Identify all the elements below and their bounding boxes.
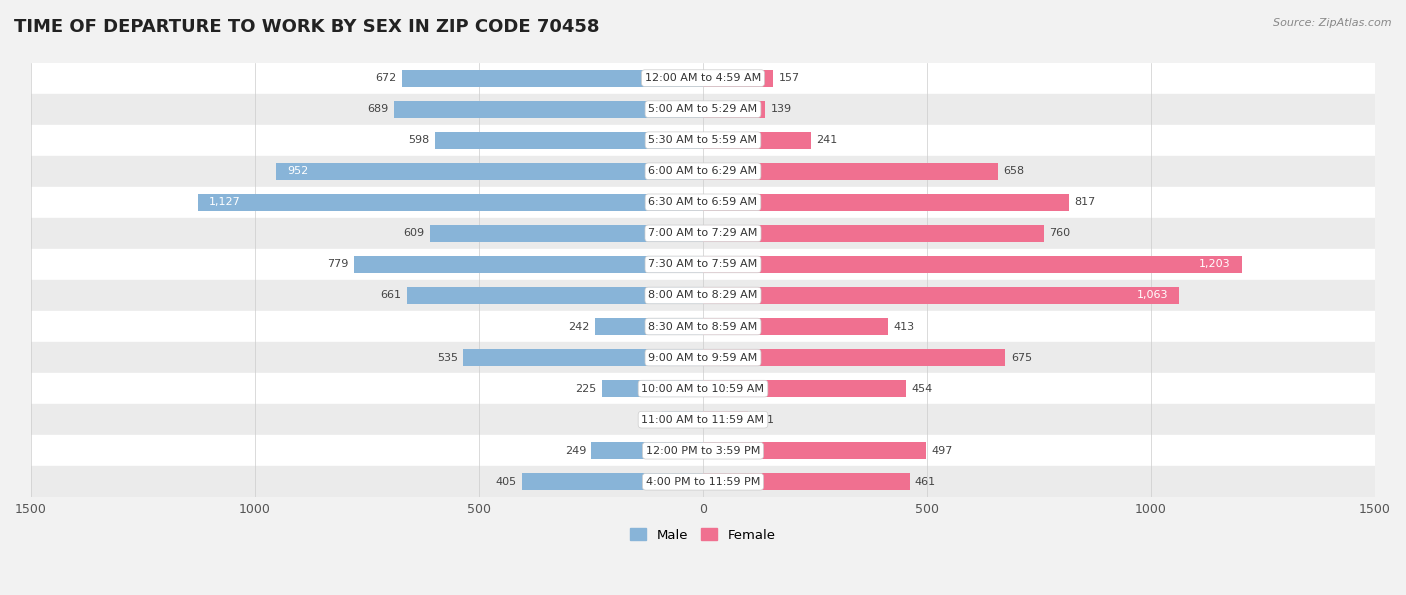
Bar [31,93,1375,125]
Bar [31,466,1375,497]
Text: 5:00 AM to 5:29 AM: 5:00 AM to 5:29 AM [648,104,758,114]
Bar [703,287,1180,304]
Bar [703,473,910,490]
Bar [31,125,1375,156]
Text: 817: 817 [1074,198,1095,207]
Bar [592,442,703,459]
Bar [703,349,1005,366]
Bar [31,187,1375,218]
Text: 11:00 AM to 11:59 AM: 11:00 AM to 11:59 AM [641,415,765,425]
Bar [522,473,703,490]
Text: 1,127: 1,127 [209,198,240,207]
Text: 157: 157 [779,73,800,83]
Text: 9:00 AM to 9:59 AM: 9:00 AM to 9:59 AM [648,353,758,362]
Bar [703,411,748,428]
Bar [430,225,703,242]
Bar [198,194,703,211]
Text: 598: 598 [409,135,430,145]
Text: 952: 952 [288,166,309,176]
Text: 7:30 AM to 7:59 AM: 7:30 AM to 7:59 AM [648,259,758,270]
Text: 101: 101 [754,415,775,425]
Bar [703,256,1241,273]
Text: 6:30 AM to 6:59 AM: 6:30 AM to 6:59 AM [648,198,758,207]
Text: 241: 241 [817,135,838,145]
Text: 139: 139 [770,104,792,114]
Text: 1,063: 1,063 [1136,290,1168,300]
Text: 689: 689 [368,104,389,114]
Bar [464,349,703,366]
Bar [394,101,703,118]
Text: 5:30 AM to 5:59 AM: 5:30 AM to 5:59 AM [648,135,758,145]
Text: 1,203: 1,203 [1199,259,1230,270]
Bar [703,380,907,397]
Bar [595,318,703,335]
Bar [31,311,1375,342]
Bar [703,194,1069,211]
Text: 760: 760 [1049,228,1070,239]
Text: 10:00 AM to 10:59 AM: 10:00 AM to 10:59 AM [641,384,765,394]
Text: 4:00 PM to 11:59 PM: 4:00 PM to 11:59 PM [645,477,761,487]
Text: 658: 658 [1004,166,1025,176]
Bar [31,435,1375,466]
Bar [703,163,998,180]
Bar [31,342,1375,373]
Bar [703,225,1043,242]
Text: 609: 609 [404,228,425,239]
Bar [703,442,925,459]
Bar [434,131,703,149]
Text: 6:00 AM to 6:29 AM: 6:00 AM to 6:29 AM [648,166,758,176]
Bar [31,404,1375,435]
Text: 242: 242 [568,321,589,331]
Text: Source: ZipAtlas.com: Source: ZipAtlas.com [1274,18,1392,28]
Bar [402,70,703,87]
Bar [703,318,889,335]
Text: 413: 413 [893,321,914,331]
Text: 779: 779 [328,259,349,270]
Bar [31,156,1375,187]
Text: 225: 225 [575,384,596,394]
Text: 8:00 AM to 8:29 AM: 8:00 AM to 8:29 AM [648,290,758,300]
Bar [31,62,1375,93]
Text: 535: 535 [437,353,458,362]
Bar [31,373,1375,404]
Text: 8:30 AM to 8:59 AM: 8:30 AM to 8:59 AM [648,321,758,331]
Bar [602,380,703,397]
Text: 461: 461 [915,477,936,487]
Text: 12:00 PM to 3:59 PM: 12:00 PM to 3:59 PM [645,446,761,456]
Text: 497: 497 [931,446,952,456]
Text: TIME OF DEPARTURE TO WORK BY SEX IN ZIP CODE 70458: TIME OF DEPARTURE TO WORK BY SEX IN ZIP … [14,18,599,36]
Text: 92: 92 [643,415,657,425]
Bar [31,249,1375,280]
Bar [703,70,773,87]
Text: 675: 675 [1011,353,1032,362]
Legend: Male, Female: Male, Female [626,523,780,547]
Text: 405: 405 [495,477,516,487]
Bar [703,131,811,149]
Bar [406,287,703,304]
Text: 672: 672 [375,73,396,83]
Bar [703,101,765,118]
Bar [31,218,1375,249]
Text: 454: 454 [911,384,934,394]
Bar [31,280,1375,311]
Text: 661: 661 [381,290,402,300]
Bar [354,256,703,273]
Text: 7:00 AM to 7:29 AM: 7:00 AM to 7:29 AM [648,228,758,239]
Text: 249: 249 [565,446,586,456]
Bar [662,411,703,428]
Bar [277,163,703,180]
Text: 12:00 AM to 4:59 AM: 12:00 AM to 4:59 AM [645,73,761,83]
